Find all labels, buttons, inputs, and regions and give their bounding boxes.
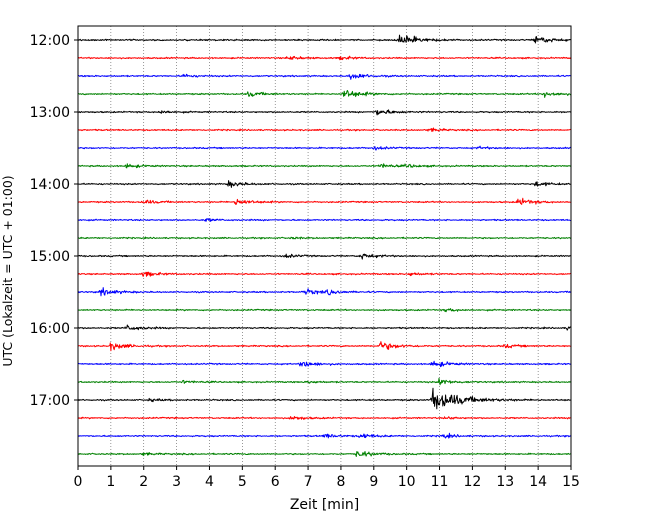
trace-row-6 [77,145,572,151]
grid-lines [110,26,539,466]
y-tick-label-3: 15:00 [30,249,70,265]
x-tick-label-1: 1 [106,474,115,490]
y-tick-label-2: 14:00 [30,177,70,193]
x-tick-label-11: 11 [431,474,449,490]
x-tick-label-12: 12 [463,474,481,490]
trace-row-20 [77,387,572,410]
trace-row-2 [77,73,571,80]
trace-group [77,34,572,457]
trace-row-0 [77,34,572,44]
y-tick-label-5: 17:00 [30,393,70,409]
x-tick-label-14: 14 [529,474,547,490]
x-axis-label: Zeit [min] [290,497,359,513]
x-tick-label-10: 10 [398,474,416,490]
trace-row-13 [77,271,572,277]
x-tick-label-15: 15 [562,474,580,490]
trace-row-3 [77,90,572,98]
trace-row-23 [77,451,572,457]
trace-row-1 [77,55,572,61]
trace-row-18 [77,360,572,368]
x-tick-label-5: 5 [238,474,247,490]
x-tick-label-3: 3 [172,474,181,490]
trace-row-9 [77,197,572,205]
trace-row-8 [78,180,572,188]
trace-row-12 [77,253,572,260]
y-axis-label: UTC (Lokalzeit = UTC + 01:00) [0,175,15,366]
y-tick-label-0: 12:00 [30,33,70,49]
x-tick-label-9: 9 [369,474,378,490]
x-axis-ticks: 0 1 2 3 4 5 6 7 8 9 10 11 12 13 14 15 [74,466,580,490]
trace-row-5 [78,127,572,132]
trace-row-16 [77,324,572,331]
y-tick-label-1: 13:00 [30,105,70,121]
x-tick-label-7: 7 [304,474,313,490]
x-tick-label-2: 2 [139,474,148,490]
trace-row-17 [77,341,572,352]
trace-row-21 [77,416,571,420]
trace-row-14 [77,287,572,297]
trace-row-10 [77,218,572,222]
x-tick-label-0: 0 [74,474,83,490]
trace-row-7 [77,163,572,169]
trace-row-11 [78,236,572,240]
trace-row-15 [77,308,572,313]
x-tick-label-4: 4 [205,474,214,490]
trace-row-4 [77,109,572,116]
x-tick-label-8: 8 [336,474,345,490]
trace-row-22 [77,432,572,439]
y-axis-ticks: 12:00 13:00 14:00 15:00 16:00 17:00 [30,33,78,409]
y-tick-label-4: 16:00 [30,321,70,337]
x-tick-label-13: 13 [496,474,514,490]
trace-row-19 [77,377,572,386]
plot-frame [77,25,572,467]
x-tick-label-6: 6 [271,474,280,490]
